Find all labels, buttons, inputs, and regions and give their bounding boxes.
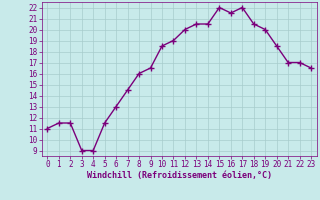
X-axis label: Windchill (Refroidissement éolien,°C): Windchill (Refroidissement éolien,°C) [87, 171, 272, 180]
